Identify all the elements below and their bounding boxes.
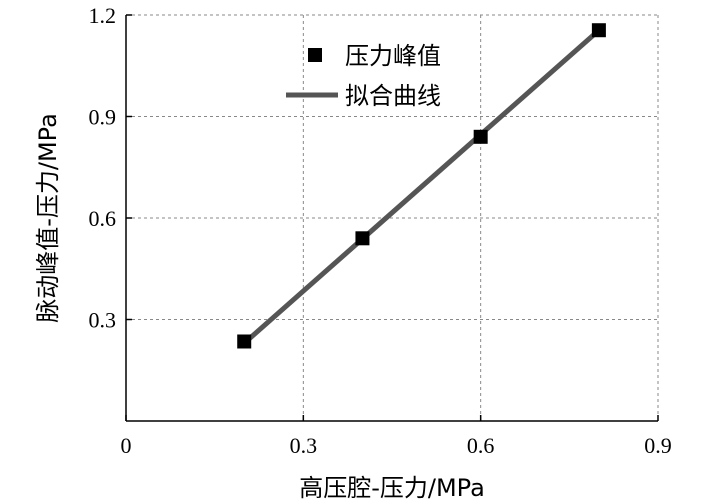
x-axis-label: 高压腔-压力/MPa: [299, 474, 485, 502]
y-axis-label: 脉动峰值-压力/MPa: [34, 113, 62, 323]
data-point: [591, 23, 606, 38]
data-point: [355, 231, 370, 246]
legend-label-scatter: 压力峰值: [345, 42, 441, 70]
x-tick-label: 0.9: [644, 433, 672, 458]
y-tick-label: 0.6: [89, 206, 117, 231]
data-point: [237, 334, 252, 349]
grid-lines: [126, 14, 659, 421]
data-point: [473, 129, 488, 144]
y-tick-label: 1.2: [89, 3, 117, 28]
ticks: 0 0.3 0.6 0.9 0.3 0.6 0.9 1.2: [89, 3, 672, 458]
fit-line: [242, 28, 601, 346]
y-tick-label: 0.3: [89, 308, 117, 333]
legend-label-line: 拟合曲线: [345, 82, 441, 110]
series-layer: [237, 23, 606, 349]
x-tick-label: 0.6: [467, 433, 495, 458]
legend-marker-scatter: [308, 48, 322, 62]
x-tick-label: 0.3: [290, 433, 318, 458]
x-tick-label: 0: [121, 433, 132, 458]
y-tick-label: 0.9: [89, 105, 117, 130]
